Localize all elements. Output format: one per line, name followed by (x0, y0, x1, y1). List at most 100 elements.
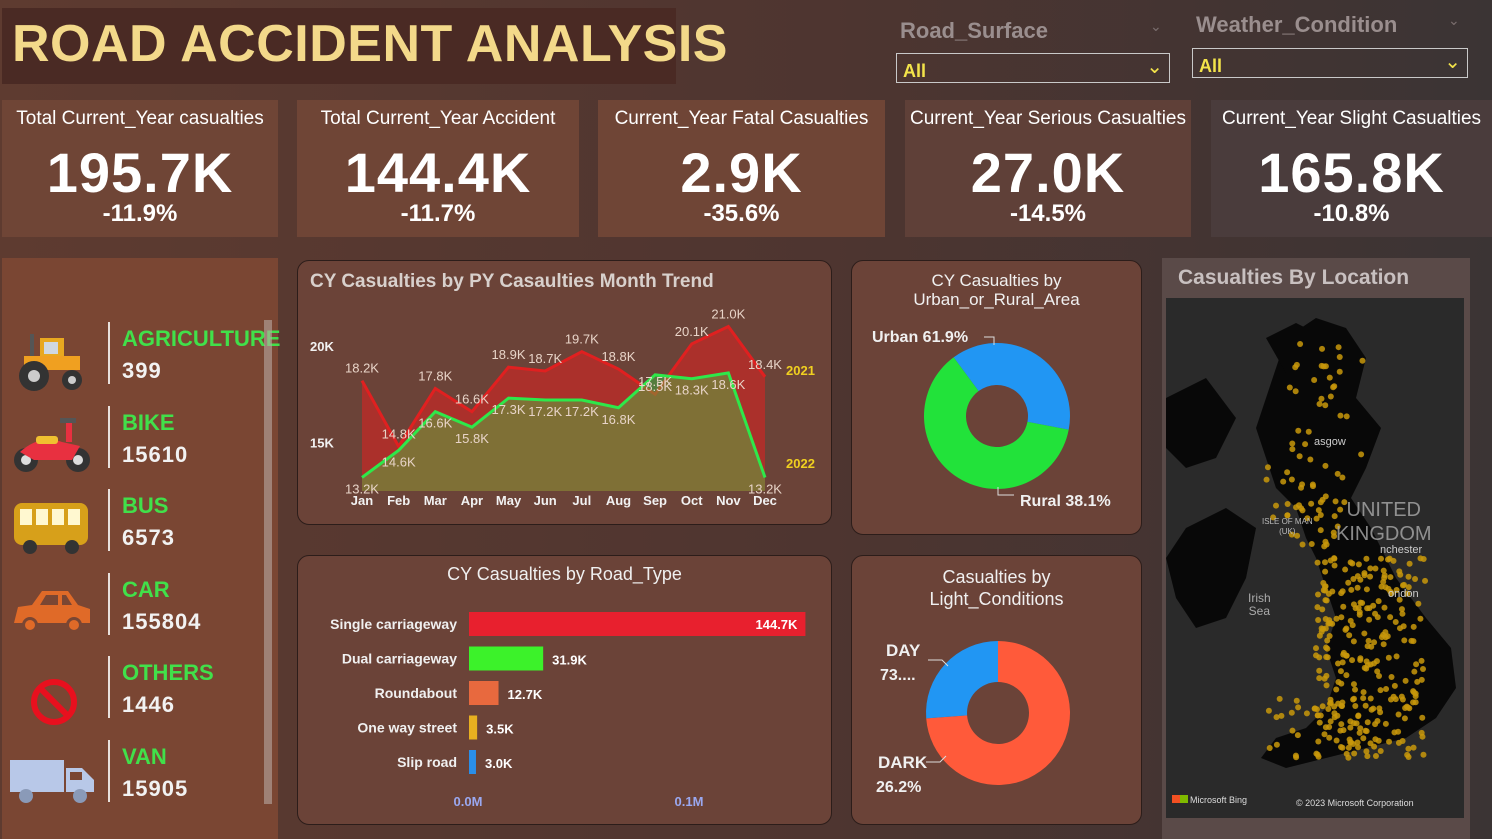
location-dot (1360, 735, 1367, 742)
location-dot (1346, 632, 1353, 639)
location-dot (1375, 737, 1382, 744)
map-label-uk: (UK) (1279, 527, 1296, 536)
location-dot (1326, 617, 1333, 624)
vehicle-item-bike[interactable]: BIKE 15610 (2, 402, 278, 486)
vehicle-count: 1446 (122, 692, 175, 717)
location-dot (1354, 573, 1361, 580)
location-dot (1380, 641, 1387, 648)
location-dot (1337, 668, 1344, 675)
location-dot (1331, 383, 1338, 390)
road-surface-expand-icon[interactable]: ⌄ (1150, 18, 1162, 34)
location-dot (1323, 541, 1330, 548)
road-type-bars[interactable]: Single carriageway 144.7K Dual carriageway… (298, 556, 831, 824)
uk-map[interactable] (1166, 298, 1464, 818)
location-dot (1273, 502, 1280, 509)
kpi-total-accident[interactable]: Total Current_Year Accident 144.4K -11.7… (297, 100, 579, 237)
urban-title-line1: CY Casualties by (931, 271, 1062, 290)
weather-dropdown[interactable]: All ⌄ (1192, 48, 1468, 78)
location-dot (1316, 401, 1323, 408)
location-dot (1299, 541, 1306, 548)
category-label: Single carriageway (330, 616, 457, 632)
location-dot (1393, 587, 1400, 594)
location-dot (1412, 699, 1419, 706)
vehicle-item-agriculture[interactable]: AGRICULTURE 399 (2, 318, 281, 402)
location-dot (1331, 703, 1338, 710)
bing-label: Microsoft Bing (1190, 795, 1248, 805)
light-donut[interactable]: DAY 73.... DARK 26.2% (852, 556, 1141, 824)
rural-label: Rural 38.1% (1020, 493, 1111, 510)
location-dot (1284, 469, 1291, 476)
light-conditions-panel[interactable]: Casualties by Light_Conditions DAY 73....… (851, 555, 1142, 825)
location-dot (1314, 604, 1321, 611)
bar-value-label: 31.9K (552, 653, 587, 668)
location-dot (1331, 710, 1338, 717)
urban-donut[interactable]: Urban 61.9% Rural 38.1% (852, 261, 1141, 534)
map-canvas[interactable]: UNITED KINGDOM Irish Sea ISLE OF MAN (UK… (1166, 298, 1464, 818)
series-line-2022 (361, 371, 767, 479)
trend-chart-panel[interactable]: CY Casualties by PY Casaulties Month Tre… (297, 260, 832, 525)
vehicle-item-bus[interactable]: BUS 6573 (2, 485, 278, 569)
vehicle-item-others[interactable]: OTHERS 1446 (2, 652, 278, 736)
map-label-london: ondon (1388, 588, 1419, 600)
location-dot (1335, 344, 1342, 351)
location-dot (1391, 729, 1398, 736)
location-dot (1350, 681, 1357, 688)
divider (108, 322, 110, 384)
location-dot (1359, 357, 1366, 364)
leader-line (984, 336, 995, 345)
location-dot (1317, 512, 1324, 519)
location-dot (1319, 496, 1326, 503)
location-dot (1331, 513, 1338, 520)
location-dot (1418, 676, 1425, 683)
road-type-panel[interactable]: CY Casualties by Road_Type Single carria… (297, 555, 832, 825)
location-dot (1315, 616, 1322, 623)
location-dot (1380, 567, 1387, 574)
kpi-serious-casualties[interactable]: Current_Year Serious Casualties 27.0K -1… (905, 100, 1191, 237)
location-dot (1357, 725, 1364, 732)
location-dot (1363, 748, 1370, 755)
location-dot (1286, 384, 1293, 391)
divider (108, 740, 110, 802)
location-dot (1405, 573, 1412, 580)
location-dot (1289, 446, 1296, 453)
location-dot (1325, 590, 1332, 597)
vehicle-name: AGRICULTURE (122, 326, 281, 351)
location-dot (1289, 440, 1296, 447)
location-dot (1395, 711, 1402, 718)
vehicle-item-van[interactable]: VAN 15905 (2, 736, 278, 820)
urban-rural-panel[interactable]: CY Casualties by Urban_or_Rural_Area Urb… (851, 260, 1142, 535)
kpi-slight-casualties[interactable]: Current_Year Slight Casualties 165.8K -1… (1211, 100, 1492, 237)
location-dot (1339, 703, 1346, 710)
location-dot (1347, 724, 1354, 731)
location-dot (1276, 695, 1283, 702)
x-tick-label: Aug (606, 493, 631, 508)
kpi-total-casualties[interactable]: Total Current_Year casualties 195.7K -11… (2, 100, 278, 237)
light-title-line2: Light_Conditions (929, 589, 1064, 609)
vehicle-list-scrollbar[interactable] (264, 320, 272, 804)
y-tick-label: 15K (310, 436, 334, 451)
location-dot (1304, 515, 1311, 522)
location-dot (1303, 710, 1310, 717)
location-dot (1333, 737, 1340, 744)
location-dot (1338, 614, 1345, 621)
location-dot (1323, 597, 1330, 604)
location-dot (1355, 561, 1362, 568)
data-label: 17.8K (418, 368, 452, 383)
location-dot (1319, 345, 1326, 352)
bus-icon (14, 503, 88, 554)
location-dot (1398, 693, 1405, 700)
road-surface-dropdown[interactable]: All ⌄ (896, 53, 1170, 83)
weather-expand-icon[interactable]: ⌄ (1448, 12, 1460, 28)
location-dot (1305, 428, 1312, 435)
category-label: Roundabout (375, 685, 458, 701)
location-dot (1322, 724, 1329, 731)
kpi-change: -11.9% (102, 200, 178, 227)
vehicle-item-car[interactable]: CAR 155804 (2, 569, 278, 653)
location-dot (1376, 705, 1383, 712)
kpi-fatal-casualties[interactable]: Current_Year Fatal Casualties 2.9K -35.6… (598, 100, 885, 237)
bar-2 (469, 681, 499, 705)
map-copyright: © 2023 Microsoft Corporation (1296, 798, 1414, 808)
location-dot (1342, 566, 1349, 573)
location-dot (1323, 653, 1330, 660)
